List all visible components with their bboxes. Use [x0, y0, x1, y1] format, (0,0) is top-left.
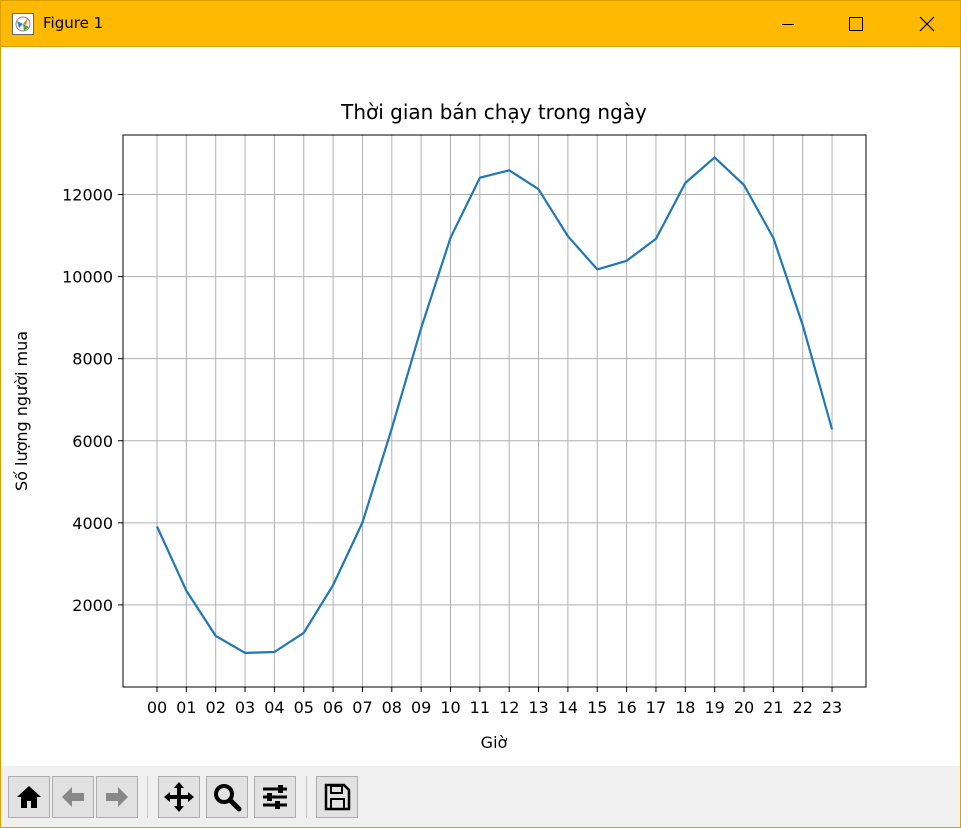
sliders-icon: [263, 785, 287, 809]
y-axis-label: Số lượng người mua: [12, 331, 31, 491]
home-button[interactable]: [8, 776, 50, 818]
x-axis-ticks: 00 01 02 03 04 05 06 07 08 09 10 11 12 13 14 15 16 17 18 19…: [147, 687, 842, 717]
x-tick-label: 21: [763, 698, 783, 717]
move-icon: [164, 782, 194, 812]
x-tick-label: 06: [323, 698, 343, 717]
toolbar-separator: [306, 776, 307, 818]
x-tick-label: 15: [587, 698, 607, 717]
window-title: Figure 1: [43, 14, 104, 32]
close-icon: [919, 16, 935, 32]
y-tick-label: 4000: [72, 514, 113, 533]
x-tick-label: 11: [470, 698, 490, 717]
x-tick-label: 23: [822, 698, 842, 717]
y-axis-ticks: 2000 4000 6000 8000 10000 12000: [62, 186, 123, 615]
close-button[interactable]: [904, 1, 950, 47]
x-tick-label: 04: [264, 698, 284, 717]
chart-title: Thời gian bán chạy trong ngày: [340, 100, 647, 124]
back-button[interactable]: [52, 776, 94, 818]
x-tick-label: 09: [411, 698, 431, 717]
figure-canvas[interactable]: 00 01 02 03 04 05 06 07 08 09 10 11 12 13 14 15 16 17 18 19…: [0, 47, 961, 766]
x-tick-label: 19: [704, 698, 724, 717]
x-tick-label: 16: [616, 698, 636, 717]
arrow-left-icon: [62, 787, 84, 807]
save-button[interactable]: [316, 776, 358, 818]
x-tick-label: 08: [382, 698, 402, 717]
matplotlib-app-icon: [12, 13, 34, 35]
minimize-icon: [782, 24, 794, 25]
y-tick-label: 6000: [72, 432, 113, 451]
x-tick-label: 07: [352, 698, 372, 717]
home-icon: [17, 786, 41, 808]
x-tick-label: 17: [646, 698, 666, 717]
x-axis-label: Giờ: [481, 733, 508, 752]
grid-lines: [123, 135, 866, 687]
y-tick-label: 8000: [72, 350, 113, 369]
toolbar-separator: [147, 776, 148, 818]
window-titlebar: Figure 1: [0, 0, 961, 47]
x-tick-label: 12: [499, 698, 519, 717]
maximize-icon: [849, 17, 863, 31]
floppy-disk-icon: [324, 783, 351, 811]
forward-button[interactable]: [96, 776, 138, 818]
plot-frame: [122, 134, 867, 688]
zoom-button[interactable]: [206, 776, 248, 818]
x-tick-label: 02: [206, 698, 226, 717]
x-tick-label: 18: [675, 698, 695, 717]
arrow-right-icon: [106, 787, 128, 807]
line-chart: 00 01 02 03 04 05 06 07 08 09 10 11 12 13 14 15 16 17 18 19…: [12, 100, 867, 752]
y-tick-label: 10000: [62, 268, 113, 287]
x-tick-label: 00: [147, 698, 167, 717]
configure-subplots-button[interactable]: [254, 776, 296, 818]
x-tick-label: 20: [734, 698, 754, 717]
x-tick-label: 22: [793, 698, 813, 717]
y-tick-label: 2000: [72, 596, 113, 615]
search-icon: [214, 784, 242, 812]
x-tick-label: 10: [440, 698, 460, 717]
maximize-button[interactable]: [833, 1, 879, 47]
x-tick-label: 14: [558, 698, 578, 717]
navigation-toolbar: [0, 766, 961, 828]
y-tick-label: 12000: [62, 186, 113, 205]
series-line: [155, 156, 834, 655]
minimize-button[interactable]: [765, 1, 811, 47]
x-tick-label: 03: [235, 698, 255, 717]
x-tick-label: 05: [294, 698, 314, 717]
x-tick-label: 13: [528, 698, 548, 717]
pan-button[interactable]: [158, 776, 200, 818]
series-layer: [155, 156, 834, 655]
x-tick-label: 01: [176, 698, 196, 717]
